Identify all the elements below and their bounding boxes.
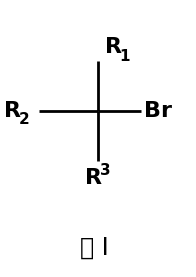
- Text: 1: 1: [120, 49, 130, 64]
- Text: R: R: [105, 37, 122, 57]
- Text: R: R: [85, 168, 102, 188]
- Text: Br: Br: [144, 101, 172, 121]
- Text: 式 I: 式 I: [80, 236, 108, 260]
- Text: R: R: [4, 101, 21, 121]
- Text: 2: 2: [19, 112, 29, 127]
- Text: 3: 3: [100, 163, 111, 178]
